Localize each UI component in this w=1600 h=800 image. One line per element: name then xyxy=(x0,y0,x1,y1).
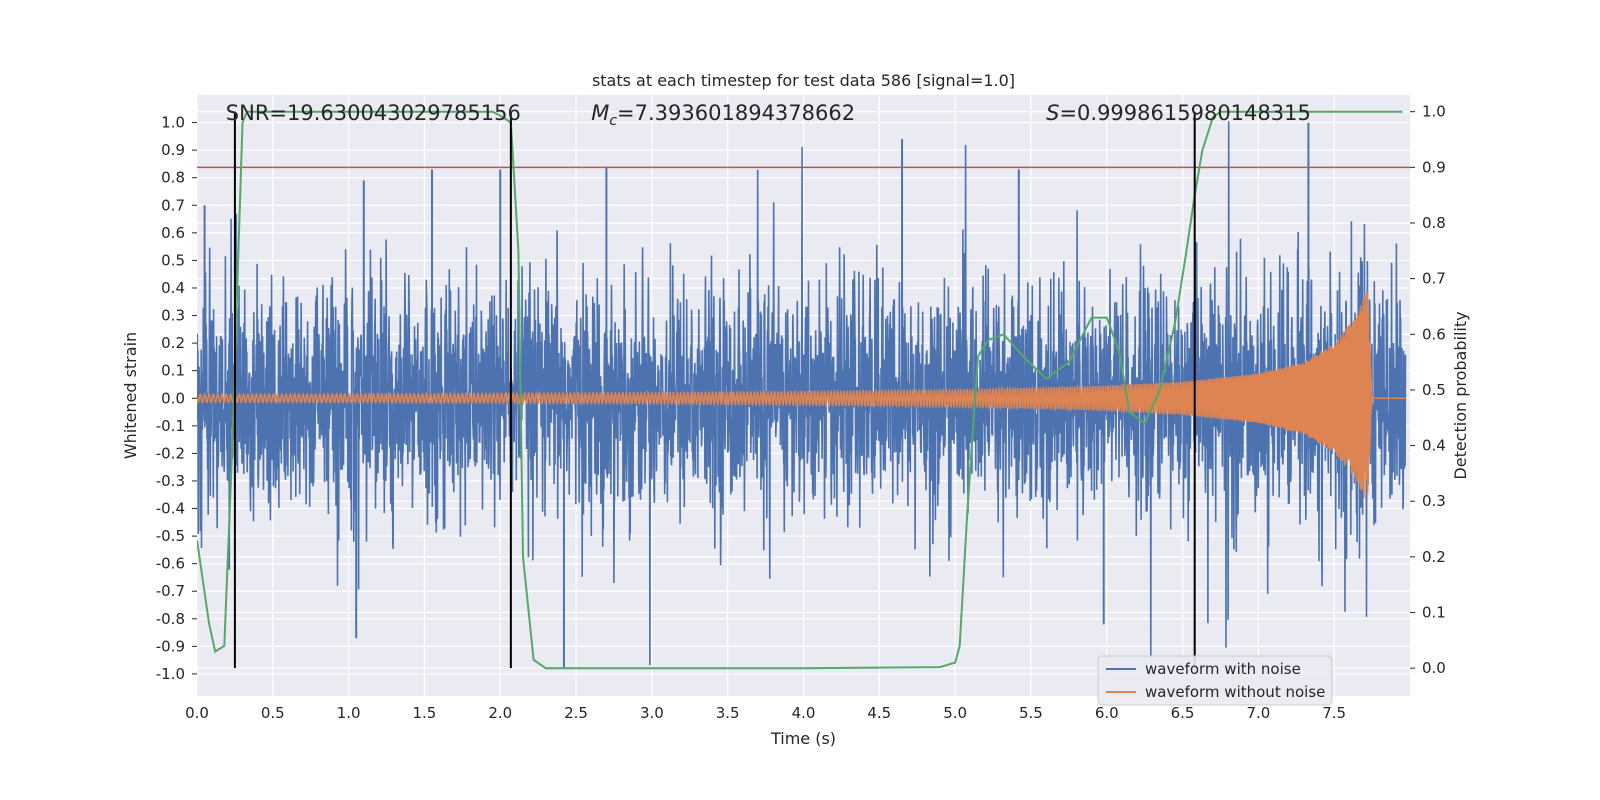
legend-label-noisy: waveform with noise xyxy=(1145,660,1301,678)
snr-annotation: SNR=19.630043029785156 xyxy=(226,101,521,125)
y-tick-label: -0.1 xyxy=(156,417,185,435)
y-tick-label: -0.2 xyxy=(156,444,185,462)
chart-title: stats at each timestep for test data 586… xyxy=(592,71,1015,90)
x-tick-label: 5.0 xyxy=(943,704,967,722)
x-tick-label: 2.0 xyxy=(488,704,512,722)
x-tick-label: 2.5 xyxy=(564,704,588,722)
x-tick-label: 4.5 xyxy=(867,704,891,722)
x-tick-label: 7.5 xyxy=(1322,704,1346,722)
x-tick-label: 3.0 xyxy=(640,704,664,722)
y-tick-label: 0.1 xyxy=(161,362,185,380)
y-tick-label: 0.4 xyxy=(161,279,185,297)
y-tick-label: 1.0 xyxy=(161,114,185,132)
x-tick-label: 6.5 xyxy=(1171,704,1195,722)
x-tick-label: 0.0 xyxy=(185,704,209,722)
series-waveform-without-noise xyxy=(197,291,1406,498)
y-tick-label: 0.7 xyxy=(161,196,185,214)
y-tick-label: -0.9 xyxy=(156,637,185,655)
x-tick-label: 4.0 xyxy=(792,704,816,722)
x-tick-label: 0.5 xyxy=(261,704,285,722)
y2-tick-label: 0.3 xyxy=(1422,492,1446,510)
score-symbol: S xyxy=(1046,101,1059,125)
clean-waveform-line xyxy=(197,291,1406,498)
y-tick-label: 0.8 xyxy=(161,169,185,187)
y2-tick-label: 0.5 xyxy=(1422,381,1446,399)
y-tick-label: 0.6 xyxy=(161,224,185,242)
x-tick-label: 7.0 xyxy=(1246,704,1270,722)
legend-label-clean: waveform without noise xyxy=(1145,683,1325,701)
y-tick-label: 0.2 xyxy=(161,334,185,352)
y2-axis-label: Detection probability xyxy=(1451,311,1470,479)
y-axis-label: Whitened strain xyxy=(121,332,140,459)
y-tick-label: -0.3 xyxy=(156,472,185,490)
y2-tick-label: 0.4 xyxy=(1422,437,1446,455)
x-tick-label: 5.5 xyxy=(1019,704,1043,722)
y-tick-label: 0.5 xyxy=(161,251,185,269)
y2-tick-label: 0.7 xyxy=(1422,270,1446,288)
chirp-mass-value: =7.393601894378662 xyxy=(617,101,855,125)
legend-box xyxy=(1097,655,1333,706)
y2-tick-label: 0.6 xyxy=(1422,325,1446,343)
y2-tick-label: 0.0 xyxy=(1422,659,1446,677)
y-tick-label: -0.6 xyxy=(156,555,185,573)
y-tick-label: -0.7 xyxy=(156,582,185,600)
y-tick-label: -1.0 xyxy=(156,665,185,683)
x-tick-label: 1.0 xyxy=(337,704,361,722)
x-axis-label: Time (s) xyxy=(770,729,836,748)
y-tick-label: 0.0 xyxy=(161,389,185,407)
y-tick-label: -0.4 xyxy=(156,500,185,518)
x-tick-label: 3.5 xyxy=(716,704,740,722)
y-tick-label: 0.3 xyxy=(161,307,185,325)
score-value: =0.9998615980148315 xyxy=(1059,101,1310,125)
y2-tick-label: 0.2 xyxy=(1422,548,1446,566)
legend: waveform with noise waveform without noi… xyxy=(1097,655,1333,706)
series-detection-probability xyxy=(197,110,1403,670)
x-tick-label: 1.5 xyxy=(413,704,437,722)
y2-tick-label: 0.9 xyxy=(1422,158,1446,176)
chirp-mass-subscript: c xyxy=(609,113,617,129)
vertical-markers xyxy=(233,111,1196,669)
y-tick-label: 0.9 xyxy=(161,141,185,159)
y2-tick-label: 0.8 xyxy=(1422,214,1446,232)
x-tick-label: 6.0 xyxy=(1095,704,1119,722)
axis-ticks: 0.0 0.5 1.0 1.5 2.0 2.5 3.0 3.5 4.0 4.5 5.0 5.5 6.0 6… xyxy=(156,103,1446,722)
chirp-mass-symbol: M xyxy=(591,101,609,125)
y2-tick-label: 0.1 xyxy=(1422,604,1446,622)
y-tick-label: -0.5 xyxy=(156,527,185,545)
y-tick-label: -0.8 xyxy=(156,610,185,628)
score-annotation: S=0.9998615980148315 xyxy=(1046,101,1311,125)
y2-tick-label: 1.0 xyxy=(1422,103,1446,121)
chirp-mass-annotation: Mc=7.393601894378662 xyxy=(591,101,855,129)
probability-line xyxy=(197,110,1403,670)
